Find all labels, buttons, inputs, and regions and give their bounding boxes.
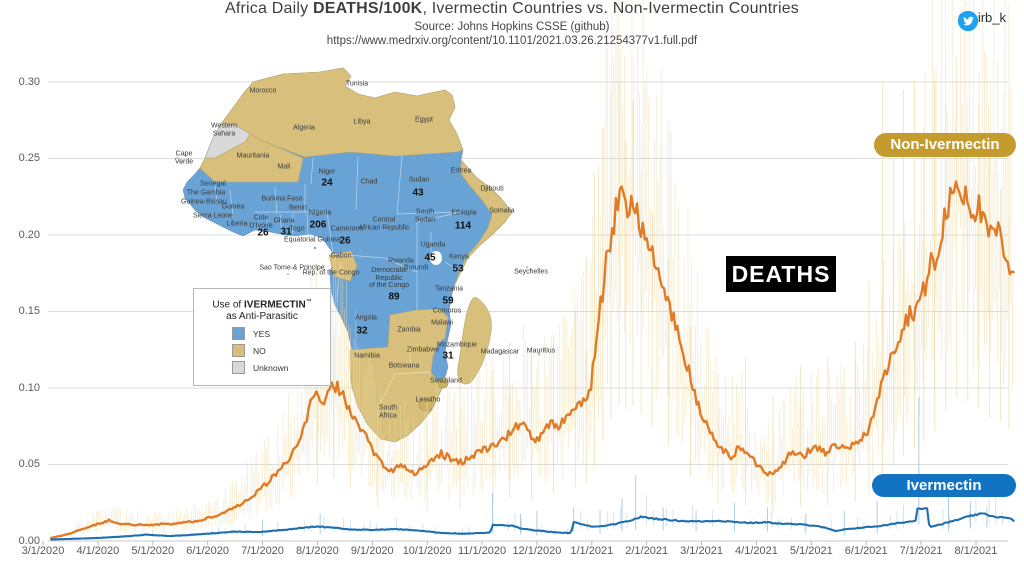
legend-item-yes: YES <box>232 327 330 341</box>
y-tick-label: 0.00 <box>18 534 40 547</box>
x-tick-label: 2/1/2021 <box>625 545 669 557</box>
map-swaziland <box>437 377 449 389</box>
twitter-bird-icon <box>958 10 979 32</box>
legend-swatch-no <box>232 344 245 358</box>
legend-label-no: NO <box>253 345 266 356</box>
map-zone-madagascar-no <box>457 297 492 385</box>
x-tick-label: 11/1/2020 <box>457 545 507 557</box>
legend-item-unknown: Unknown <box>232 361 330 375</box>
y-tick-label: 0.20 <box>18 228 40 241</box>
non-ivermectin-series-label: Non-Ivermectin <box>874 133 1016 157</box>
x-tick-label: 7/1/2020 <box>241 545 284 557</box>
x-tick-label: 8/1/2021 <box>954 545 998 557</box>
legend-label-unknown: Unknown <box>253 362 289 373</box>
x-tick-label: 9/1/2020 <box>350 545 394 557</box>
x-tick-label: 5/1/2021 <box>789 545 833 557</box>
series-lines <box>50 180 1015 541</box>
x-tick-label: 10/1/2020 <box>402 545 452 557</box>
y-tick-label: 0.15 <box>18 305 40 317</box>
chart-header: Africa Daily DEATHS/100K, Ivermectin Cou… <box>0 0 1024 47</box>
deaths-label: DEATHS <box>726 256 836 292</box>
page-title: Africa Daily DEATHS/100K, Ivermectin Cou… <box>225 0 799 17</box>
legend-title: Use of IVERMECTIN™ as Anti-Parasitic <box>212 299 312 323</box>
source-line: Source: Johns Hopkins CSSE (github) <box>414 21 610 33</box>
legend-label-yes: YES <box>253 328 271 339</box>
legend-swatch-yes <box>232 327 245 341</box>
x-tick-label: 6/1/2020 <box>186 545 230 557</box>
legend-swatch-unknown <box>232 361 245 375</box>
gridlines <box>48 81 1008 542</box>
y-tick-label: 0.30 <box>18 75 40 88</box>
twitter-watermark: @birb_k <box>957 10 1006 32</box>
x-tick-label: 1/1/2021 <box>570 545 614 557</box>
daily-noise-spikes <box>75 0 1013 538</box>
legend-item-no: NO <box>232 344 330 358</box>
map-zone-mauritania-no <box>199 133 304 183</box>
lake-victoria <box>430 251 442 265</box>
x-tick-label: 4/1/2021 <box>735 545 778 557</box>
map-lesotho <box>418 398 434 412</box>
y-tick-label: 0.25 <box>18 152 40 164</box>
map-internal-borders <box>214 154 462 403</box>
y-tick-label: 0.05 <box>18 458 40 470</box>
x-tick-label: 7/1/2021 <box>899 545 943 557</box>
x-tick-label: 6/1/2021 <box>844 545 888 557</box>
y-tick-label: 0.10 <box>18 381 40 394</box>
x-tick-label: 4/1/2020 <box>76 545 120 557</box>
ivermectin-legend: Use of IVERMECTIN™ as Anti-Parasitic YES … <box>193 288 331 386</box>
x-tick-label: 3/1/2020 <box>21 545 65 557</box>
source-url: https://www.medrxiv.org/content/10.1101/… <box>326 35 698 47</box>
ivermectin-series-label: Ivermectin <box>872 474 1016 497</box>
ivermectin-line <box>50 507 1015 541</box>
x-tick-label: 5/1/2020 <box>131 545 175 557</box>
non-ivermectin-line <box>50 180 1015 540</box>
axis-ticks <box>42 541 977 545</box>
x-tick-label: 12/1/2020 <box>512 545 562 557</box>
x-tick-label: 8/1/2020 <box>295 545 339 557</box>
x-tick-label: 3/1/2021 <box>680 545 723 557</box>
